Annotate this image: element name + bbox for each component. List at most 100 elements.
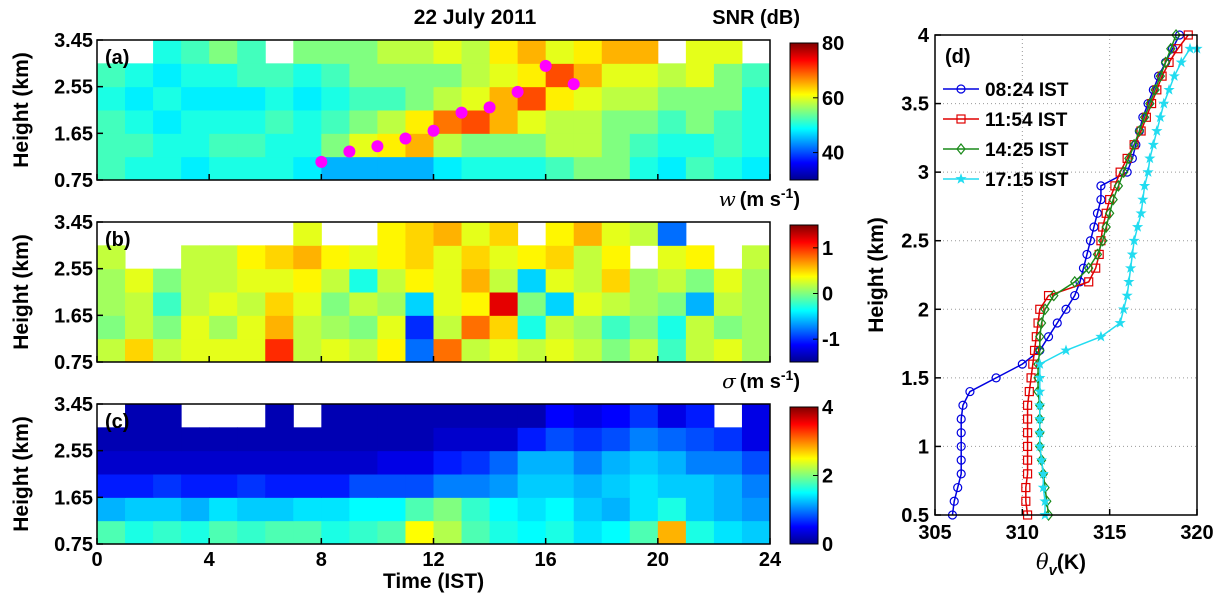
heatmap-cell xyxy=(685,315,715,340)
marker xyxy=(1078,263,1089,273)
x-tick-label: 20 xyxy=(647,549,669,571)
heatmap-cell xyxy=(125,520,154,545)
panel-label: (c) xyxy=(105,411,129,433)
heatmap-cell xyxy=(545,404,575,428)
heatmap-cell xyxy=(209,268,238,293)
y-axis-label: Height (km) xyxy=(10,416,33,532)
heatmap-cell xyxy=(237,245,266,270)
marker xyxy=(1083,262,1094,275)
marker xyxy=(1126,248,1138,260)
heatmap-cell xyxy=(97,245,126,270)
heatmap-cell xyxy=(125,450,154,475)
marker xyxy=(1150,83,1160,96)
heatmap-cell xyxy=(153,86,182,111)
heatmap-cell xyxy=(321,40,350,64)
heatmap-cell xyxy=(489,497,519,522)
heatmap-cell xyxy=(349,268,378,293)
heatmap-cell xyxy=(601,63,631,88)
heatmap-cell xyxy=(97,156,126,181)
heatmap-cell xyxy=(573,315,603,340)
heatmap-cell xyxy=(713,156,743,181)
marker xyxy=(1049,289,1059,302)
y-tick-label: 3.45 xyxy=(54,394,93,416)
heatmap-cell xyxy=(321,156,350,181)
heatmap-cell xyxy=(517,110,547,134)
heatmap-cell xyxy=(181,268,210,293)
marker xyxy=(1092,248,1103,261)
heatmap-cell xyxy=(517,450,547,475)
heatmap-cell xyxy=(573,450,603,475)
label-part: w xyxy=(719,187,736,211)
heatmap-cell xyxy=(573,156,603,181)
heatmap-cell xyxy=(209,474,238,498)
heatmap-cell xyxy=(573,110,603,134)
heatmap-cell xyxy=(125,63,154,88)
heatmap-cell xyxy=(321,110,350,134)
y-tick-label: 2.55 xyxy=(54,259,93,281)
heatmap-cell xyxy=(153,427,182,452)
marker xyxy=(1022,400,1033,410)
heatmap-cell xyxy=(573,404,603,428)
heatmap-cell xyxy=(685,497,715,522)
heatmap-cell xyxy=(657,404,687,428)
colorbar-tick-label: 0 xyxy=(822,534,833,556)
heatmap-cell xyxy=(153,133,182,158)
marker xyxy=(958,400,968,410)
overlay-point xyxy=(371,140,384,153)
colorbar-tick-label: -1 xyxy=(822,329,840,351)
x-tick-label: 310 xyxy=(1006,522,1039,544)
heatmap-cell xyxy=(97,63,126,88)
heatmap-cell xyxy=(713,268,743,293)
marker xyxy=(1021,482,1031,493)
overlay-point xyxy=(539,59,552,72)
heatmap-cell xyxy=(153,474,182,498)
heatmap-cell xyxy=(125,110,154,134)
heatmap-cell xyxy=(265,427,294,452)
heatmap-cell xyxy=(685,338,715,363)
heatmap-cell xyxy=(377,133,406,158)
heatmap-cell xyxy=(293,450,322,475)
colorbar-tick-label: 80 xyxy=(822,33,844,55)
heatmap-cell xyxy=(265,63,294,88)
heatmap-cell xyxy=(321,86,350,111)
heatmap-cell xyxy=(125,427,154,452)
legend-label: 17:15 IST xyxy=(985,170,1069,191)
heatmap-cell xyxy=(265,315,294,340)
heatmap-cell xyxy=(517,268,547,293)
heatmap-cell xyxy=(685,292,715,316)
marker xyxy=(1034,385,1046,397)
heatmap-cell xyxy=(741,474,771,498)
heatmap-cell xyxy=(321,497,350,522)
heatmap-cell xyxy=(349,245,378,270)
heatmap-cell xyxy=(489,338,519,363)
heatmap-cell xyxy=(601,156,631,181)
y-tick-label: 3.45 xyxy=(54,30,93,52)
heatmap-cell xyxy=(573,338,603,363)
label-part: ) xyxy=(793,371,800,393)
heatmap-cell xyxy=(377,222,406,246)
marker xyxy=(1043,290,1054,301)
marker xyxy=(1040,303,1050,316)
heatmap-cell xyxy=(601,474,631,498)
marker xyxy=(1168,70,1180,81)
heatmap-cell xyxy=(685,63,715,88)
heatmap-cell xyxy=(741,427,771,452)
marker xyxy=(1129,138,1139,151)
heatmap-cell xyxy=(461,450,491,475)
heatmap-cell xyxy=(629,133,659,158)
heatmap-cell xyxy=(657,63,687,88)
heatmap-cell xyxy=(153,63,182,88)
heatmap-cell xyxy=(685,404,715,428)
heatmap-cell xyxy=(209,292,238,316)
marker xyxy=(956,428,966,438)
heatmap-cell xyxy=(629,40,659,64)
y-tick-label: 2.55 xyxy=(54,441,93,463)
heatmap-cell xyxy=(433,268,463,293)
heatmap-cell xyxy=(321,315,350,340)
y-tick-label: 0.75 xyxy=(54,534,93,556)
overlay-point xyxy=(399,132,412,145)
overlay-point xyxy=(315,155,328,168)
heatmap-cell xyxy=(517,86,547,111)
marker xyxy=(1108,193,1118,206)
heatmap-cell xyxy=(153,404,182,428)
